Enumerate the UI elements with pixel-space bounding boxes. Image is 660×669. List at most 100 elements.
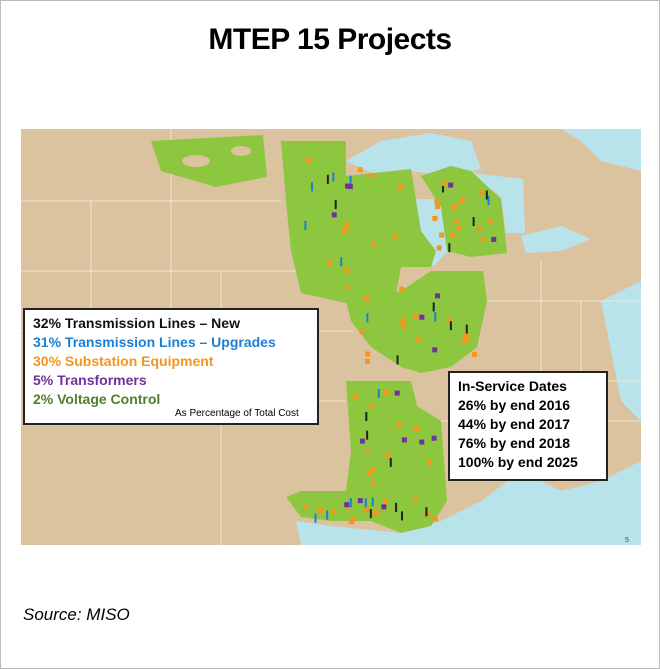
project-marker (413, 425, 419, 431)
project-marker (359, 329, 365, 335)
in-service-item: 100% by end 2025 (458, 454, 578, 470)
project-marker (461, 338, 467, 344)
project-marker (381, 504, 387, 510)
project-marker (476, 226, 482, 232)
project-marker (441, 183, 444, 193)
project-marker (415, 337, 421, 343)
project-marker (396, 355, 399, 365)
project-marker (459, 198, 465, 204)
project-marker (394, 390, 400, 396)
project-marker (448, 182, 454, 188)
legend-item: 5% Transformers (33, 372, 147, 388)
project-marker (366, 430, 369, 440)
project-marker (347, 184, 353, 190)
legend-note: As Percentage of Total Cost (175, 408, 299, 419)
project-marker (419, 439, 425, 445)
project-marker (396, 422, 402, 428)
project-marker (395, 502, 398, 512)
project-marker (425, 507, 428, 517)
legend-item: 2% Voltage Control (33, 391, 161, 407)
project-marker (401, 437, 407, 443)
project-marker (349, 498, 352, 508)
project-marker (371, 497, 374, 507)
project-marker (479, 189, 485, 195)
project-marker (348, 519, 354, 525)
project-marker (389, 457, 392, 467)
project-marker (369, 509, 372, 519)
project-marker (441, 181, 447, 187)
project-marker (435, 293, 441, 299)
project-marker (344, 502, 350, 508)
project-marker (364, 295, 370, 301)
project-marker (370, 481, 376, 487)
project-marker (364, 507, 370, 513)
project-marker (326, 510, 329, 520)
project-marker (365, 412, 368, 422)
project-marker (392, 233, 398, 239)
project-marker (480, 236, 486, 242)
project-marker (334, 200, 337, 210)
in-service-item: 76% by end 2018 (458, 435, 571, 451)
project-marker (382, 498, 388, 504)
project-marker (434, 312, 437, 322)
project-marker (435, 204, 441, 210)
legend-item: 31% Transmission Lines – Upgrades (33, 334, 276, 350)
project-marker (487, 195, 490, 205)
project-marker (456, 225, 462, 231)
project-marker (332, 172, 335, 182)
project-marker (366, 313, 369, 323)
project-marker (384, 390, 390, 396)
project-marker (399, 286, 405, 292)
project-marker (487, 219, 493, 225)
project-marker (472, 217, 475, 227)
project-marker (452, 204, 458, 210)
project-marker (305, 157, 311, 163)
in-service-item: 44% by end 2017 (458, 416, 571, 432)
project-marker (454, 219, 460, 225)
project-marker (365, 358, 371, 364)
project-marker (472, 351, 478, 357)
project-marker (364, 498, 367, 508)
project-marker (491, 236, 497, 242)
project-marker (369, 173, 375, 179)
project-marker (450, 232, 456, 238)
project-marker (364, 449, 370, 455)
project-marker (353, 393, 359, 399)
project-marker (327, 260, 333, 266)
project-marker (397, 184, 403, 190)
project-marker (303, 504, 309, 510)
legend: 32% Transmission Lines – New 31% Transmi… (23, 308, 319, 425)
project-marker (436, 245, 442, 251)
page-number: 5 (625, 537, 629, 544)
title: MTEP 15 Projects (208, 23, 452, 56)
project-marker (366, 471, 372, 477)
in-service-item: 26% by end 2016 (458, 397, 571, 413)
project-marker (345, 183, 351, 189)
in-service-box: In-Service Dates 26% by end 2016 44% by … (448, 371, 608, 481)
project-marker (357, 498, 363, 504)
source: Source: MISO (23, 605, 130, 624)
project-marker (401, 511, 404, 521)
project-marker (310, 182, 313, 192)
project-marker (431, 435, 437, 441)
project-marker (432, 302, 435, 312)
in-service-title: In-Service Dates (458, 378, 567, 394)
project-marker (342, 228, 348, 234)
project-marker (349, 175, 352, 185)
project-marker (385, 452, 391, 458)
project-marker (365, 351, 371, 357)
project-marker (344, 268, 350, 274)
project-marker (373, 510, 379, 516)
project-marker (357, 167, 363, 173)
project-marker (370, 467, 376, 473)
project-marker (432, 215, 438, 221)
project-marker (419, 314, 425, 320)
project-marker (465, 324, 468, 334)
project-marker (304, 220, 307, 230)
project-marker (449, 321, 452, 331)
legend-item: 32% Transmission Lines – New (33, 315, 240, 331)
project-marker (413, 314, 419, 320)
project-marker (439, 232, 445, 238)
project-marker (400, 318, 406, 324)
legend-item: 30% Substation Equipment (33, 353, 214, 369)
